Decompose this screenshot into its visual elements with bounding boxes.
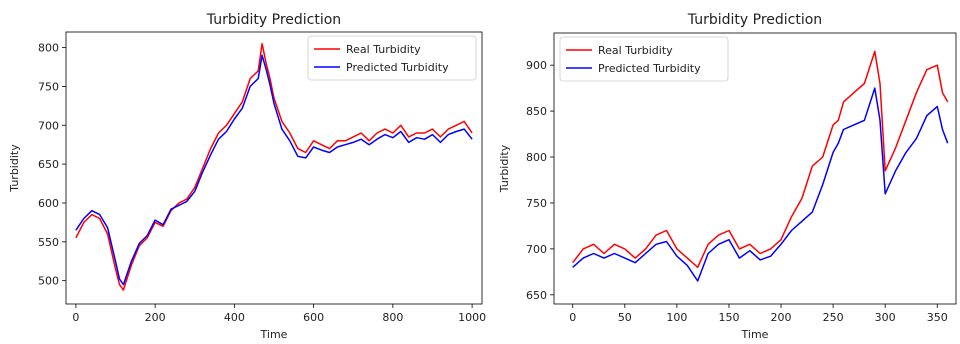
legend-box: [307, 35, 477, 81]
y-tick-label: 550: [38, 236, 59, 249]
x-tick-label: 100: [666, 311, 687, 324]
right-chart-panel: Turbidity Prediction 0 50 100 150 200 250 300 35…: [490, 0, 960, 344]
x-tick-label: 200: [771, 311, 792, 324]
x-tick-label: 250: [823, 311, 844, 324]
legend-label-predicted: Predicted Turbidity: [346, 61, 449, 74]
y-tick-label: 750: [38, 80, 59, 93]
left-chart-panel: Turbidity Prediction 0 200 400 600 800 1000 500…: [8, 12, 486, 341]
legend-label-predicted: Predicted Turbidity: [598, 62, 701, 75]
series-line-real: [75, 42, 473, 291]
x-tick-label: 400: [224, 311, 245, 324]
y-tick-label: 850: [526, 105, 547, 118]
y-tick-label: 900: [526, 59, 547, 72]
x-tick-label: 350: [927, 311, 948, 324]
x-tick-label: 150: [718, 311, 739, 324]
y-tick-label: 650: [526, 289, 547, 302]
y-tick-label: 650: [38, 158, 59, 171]
y-tick-label: 800: [526, 151, 547, 164]
x-tick-label: 600: [303, 311, 324, 324]
x-tick-label: 0: [72, 311, 79, 324]
x-tick-label: 50: [618, 311, 632, 324]
x-tick-label: 800: [382, 311, 403, 324]
x-tick-label: 0: [569, 311, 576, 324]
chart-title: Turbidity Prediction: [206, 12, 341, 28]
legend: Real Turbidity Predicted Turbidity: [307, 35, 477, 81]
y-tick-label: 600: [38, 197, 59, 210]
x-axis-label: Time: [260, 328, 288, 341]
series-line-real: [572, 50, 949, 269]
x-tick-label: 200: [145, 311, 166, 324]
x-axis-label: Time: [741, 328, 769, 341]
y-tick-label: 500: [38, 275, 59, 288]
legend-label-real: Real Turbidity: [598, 44, 673, 57]
plot-frame: [65, 31, 483, 305]
series-line-predicted: [572, 87, 949, 282]
left-turbidity-chart: Turbidity Prediction 0 200 400 600 800 1000 500…: [8, 12, 486, 341]
legend-box: [559, 36, 729, 82]
x-tick-label: 1000: [458, 311, 486, 324]
y-tick-label: 750: [526, 197, 547, 210]
y-tick-label: 800: [38, 42, 59, 55]
right-turbidity-chart: Turbidity Prediction 0 50 100 150 200 250 300 35…: [498, 12, 957, 341]
series-line-predicted: [75, 54, 473, 286]
y-tick-label: 700: [526, 243, 547, 256]
x-tick-label: 300: [875, 311, 896, 324]
legend: Real Turbidity Predicted Turbidity: [559, 36, 729, 82]
chart-title: Turbidity Prediction: [687, 12, 822, 28]
y-tick-label: 700: [38, 119, 59, 132]
y-axis-label: Turbidity: [8, 144, 21, 193]
legend-label-real: Real Turbidity: [346, 43, 421, 56]
y-axis-label: Turbidity: [498, 144, 511, 193]
plot-frame: [553, 32, 957, 305]
